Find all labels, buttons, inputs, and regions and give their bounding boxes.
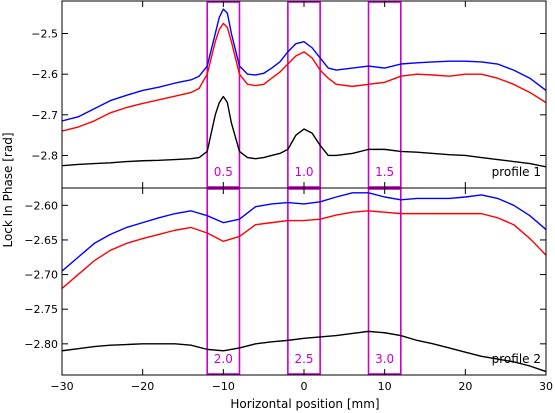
series-line — [62, 95, 546, 168]
region-label: 1.5 — [375, 165, 394, 179]
x-tick-label: −30 — [50, 380, 73, 393]
y-tick-label: −2.6 — [31, 68, 58, 81]
y-tick-label: −2.75 — [24, 303, 58, 316]
series-line — [62, 192, 546, 272]
region-label: 0.5 — [214, 165, 233, 179]
y-tick-label: −2.65 — [24, 234, 58, 247]
panel-1: 0.5 1.0 1.5 −2.8 −2.7 −2.6 −2.5 profile 1 — [31, 0, 547, 189]
panel-2: 2.0 2.5 3.0 −2.80 −2.75 −2.70 −2.65 −2.60 profil… — [24, 187, 547, 376]
y-tick-label: −2.8 — [31, 149, 58, 162]
region-label: 1.0 — [294, 165, 313, 179]
y-tick-label: −2.70 — [24, 269, 58, 282]
region-box — [206, 1, 241, 188]
region-box — [287, 188, 321, 375]
y-tick-label: −2.60 — [24, 199, 58, 212]
x-tick-label: −10 — [212, 380, 235, 393]
y-tick-label: −2.7 — [31, 109, 58, 122]
x-tick-label: 0 — [301, 380, 308, 393]
region-label: 2.5 — [294, 352, 313, 366]
y-axis-label: Lock In Phase [rad] — [1, 132, 15, 247]
region-label: 3.0 — [375, 352, 394, 366]
profile-label: profile 1 — [492, 165, 541, 179]
plot-area-2 — [62, 188, 546, 375]
plot-area-1 — [62, 1, 546, 188]
panel-frame — [61, 0, 547, 189]
series-line — [62, 22, 546, 132]
series-line — [62, 8, 546, 122]
panels-layer: 0.5 1.0 1.5 −2.8 −2.7 −2.6 −2.5 profile 1 2.0 2.5… — [24, 0, 553, 393]
profile-label: profile 2 — [492, 352, 541, 366]
region-box — [367, 188, 402, 375]
x-tick-label: 10 — [378, 380, 392, 393]
x-tick-label: −20 — [131, 380, 154, 393]
region-box — [367, 1, 402, 188]
panel-frame — [61, 187, 547, 376]
x-tick-label: 20 — [458, 380, 472, 393]
series-line — [62, 210, 546, 289]
series-line — [62, 330, 546, 373]
x-tick-label: 30 — [539, 380, 553, 393]
x-axis-label: Horizontal position [mm] — [230, 397, 379, 411]
y-tick-label: −2.80 — [24, 338, 58, 351]
region-box — [287, 1, 321, 188]
region-label: 2.0 — [214, 352, 233, 366]
y-tick-label: −2.5 — [31, 28, 58, 41]
region-box — [206, 188, 241, 375]
